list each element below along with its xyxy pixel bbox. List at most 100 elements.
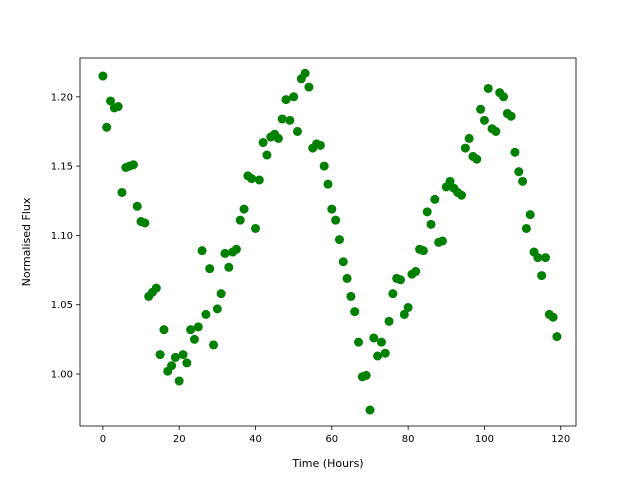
- point: [437, 236, 447, 246]
- point: [331, 215, 341, 225]
- point: [521, 223, 531, 233]
- point: [384, 316, 394, 326]
- point: [334, 235, 344, 245]
- point: [388, 289, 398, 299]
- point: [182, 358, 192, 368]
- point: [403, 302, 413, 312]
- point: [457, 190, 467, 200]
- y-tick-label: 1.15: [51, 162, 73, 173]
- point: [159, 325, 169, 335]
- point: [418, 246, 428, 256]
- x-tick-label: 20: [173, 434, 186, 445]
- point: [201, 309, 211, 319]
- point: [327, 204, 337, 214]
- point: [491, 126, 501, 136]
- point: [193, 322, 203, 332]
- point: [277, 114, 287, 124]
- point: [117, 187, 127, 197]
- point: [212, 304, 222, 314]
- point: [342, 273, 352, 283]
- point: [380, 348, 390, 358]
- point: [361, 370, 371, 380]
- point: [369, 333, 379, 343]
- point: [514, 167, 524, 177]
- x-tick-label: 100: [475, 434, 494, 445]
- point: [338, 257, 348, 267]
- point: [350, 307, 360, 317]
- point: [365, 405, 375, 415]
- point: [399, 309, 409, 319]
- point: [411, 266, 421, 276]
- y-tick-label: 1.00: [51, 370, 73, 381]
- point: [239, 204, 249, 214]
- x-axis-label: Time (Hours): [291, 457, 363, 470]
- point: [540, 253, 550, 263]
- point: [231, 244, 241, 254]
- y-tick-label: 1.20: [51, 92, 73, 103]
- point: [395, 275, 405, 285]
- point: [422, 207, 432, 217]
- point: [151, 283, 161, 293]
- point: [98, 71, 108, 81]
- point: [189, 334, 199, 344]
- point: [346, 291, 356, 301]
- point: [506, 111, 516, 121]
- point: [476, 104, 486, 114]
- point: [254, 175, 264, 185]
- point: [430, 194, 440, 204]
- point: [178, 350, 188, 360]
- point: [174, 376, 184, 386]
- point: [460, 143, 470, 153]
- point: [113, 102, 123, 112]
- point: [479, 115, 489, 125]
- point: [106, 96, 116, 106]
- point: [548, 312, 558, 322]
- point: [216, 289, 226, 299]
- point: [247, 174, 257, 184]
- point: [289, 92, 299, 102]
- point: [300, 68, 310, 78]
- point: [445, 176, 455, 186]
- point: [376, 337, 386, 347]
- point: [315, 140, 325, 150]
- point: [186, 325, 196, 335]
- x-tick-label: 120: [551, 434, 570, 445]
- point: [258, 138, 268, 148]
- point: [304, 82, 314, 92]
- point: [273, 133, 283, 143]
- y-tick-label: 1.10: [51, 231, 73, 242]
- point: [373, 351, 383, 361]
- x-tick-label: 0: [100, 434, 106, 445]
- point: [205, 264, 215, 274]
- point: [224, 262, 234, 272]
- point: [483, 83, 493, 93]
- x-tick-label: 80: [402, 434, 415, 445]
- point: [525, 210, 535, 220]
- point: [102, 122, 112, 132]
- point: [220, 248, 230, 258]
- y-tick-label: 1.05: [51, 300, 73, 311]
- point: [323, 179, 333, 189]
- point: [426, 219, 436, 229]
- x-tick-label: 60: [325, 434, 338, 445]
- point: [170, 352, 180, 362]
- point: [518, 176, 528, 186]
- point: [285, 115, 295, 125]
- point: [132, 201, 142, 211]
- point: [209, 340, 219, 350]
- point: [235, 215, 245, 225]
- point: [464, 133, 474, 143]
- point: [552, 332, 562, 342]
- x-tick-label: 40: [249, 434, 262, 445]
- point: [167, 361, 177, 371]
- point: [354, 337, 364, 347]
- point: [281, 95, 291, 105]
- point: [510, 147, 520, 157]
- point: [537, 271, 547, 281]
- plot-frame: [79, 57, 577, 427]
- point: [472, 154, 482, 164]
- point: [499, 92, 509, 102]
- point: [140, 218, 150, 228]
- point: [292, 126, 302, 136]
